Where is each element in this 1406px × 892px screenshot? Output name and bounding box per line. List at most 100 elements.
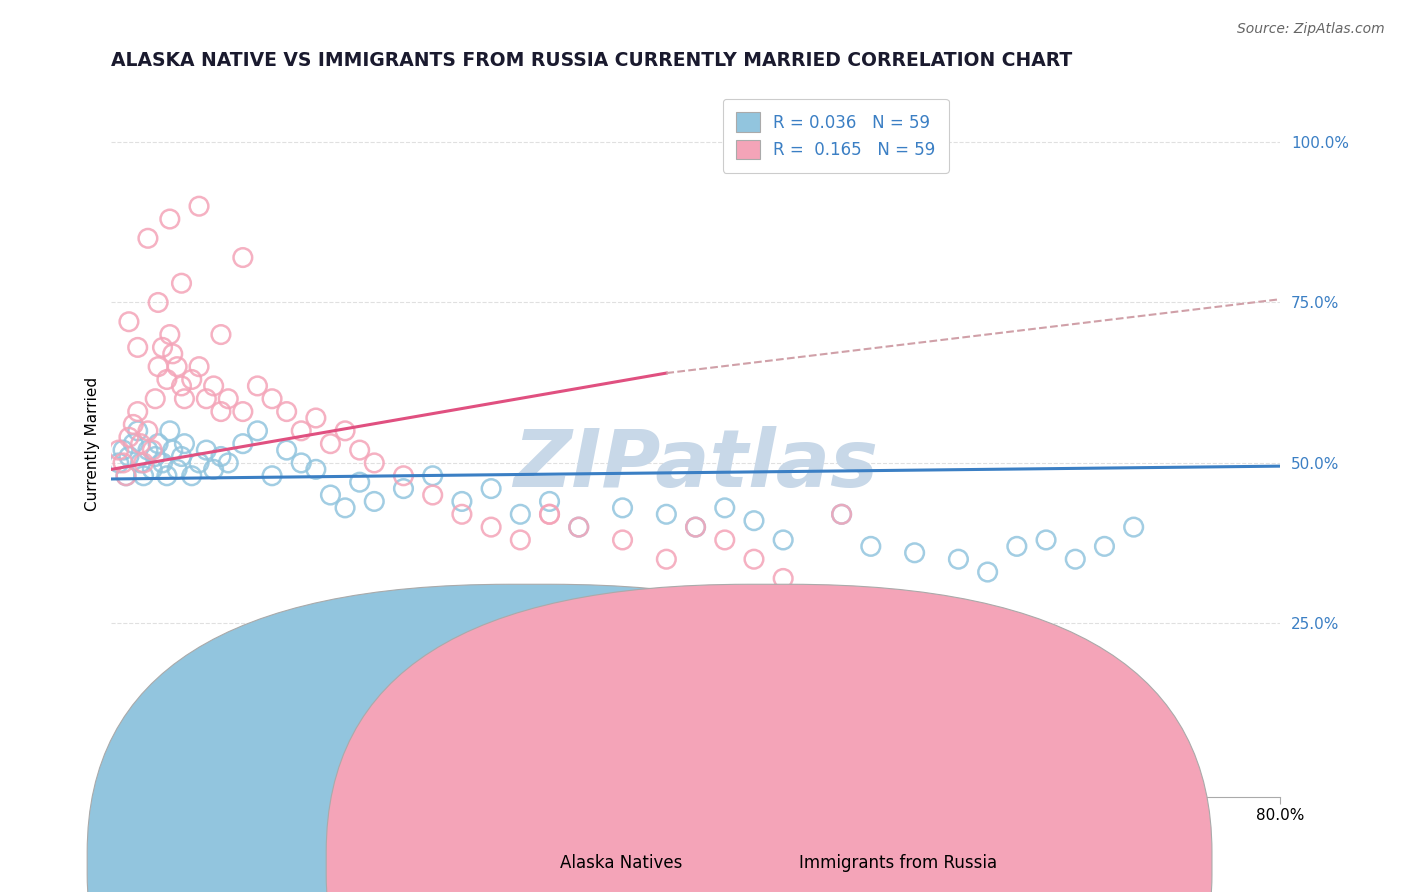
Point	[276, 404, 298, 418]
Point	[349, 475, 371, 490]
Point	[209, 327, 232, 342]
Point	[904, 546, 927, 560]
Point	[363, 494, 385, 508]
Point	[612, 533, 634, 547]
Point	[209, 450, 232, 464]
Point	[246, 379, 269, 393]
Point	[713, 500, 735, 515]
Point	[166, 462, 188, 476]
Point	[246, 424, 269, 438]
Point	[136, 231, 159, 245]
Point	[166, 359, 188, 374]
Point	[156, 372, 179, 386]
Point	[129, 456, 152, 470]
Point	[305, 411, 328, 425]
Point	[305, 462, 328, 476]
Point	[132, 468, 155, 483]
Point	[127, 424, 149, 438]
Point	[1094, 540, 1116, 554]
Point	[319, 436, 342, 450]
Point	[156, 468, 179, 483]
Point	[118, 450, 141, 464]
Point	[173, 392, 195, 406]
Point	[568, 520, 591, 534]
Point	[260, 392, 283, 406]
Point	[1122, 520, 1144, 534]
Point	[232, 404, 254, 418]
Point	[232, 436, 254, 450]
Point	[143, 392, 166, 406]
Point	[333, 424, 356, 438]
Point	[115, 468, 138, 483]
Point	[685, 520, 707, 534]
Point	[232, 251, 254, 265]
Point	[159, 424, 181, 438]
Point	[333, 500, 356, 515]
Point	[180, 468, 202, 483]
Point	[170, 450, 193, 464]
Point	[772, 533, 794, 547]
Point	[217, 456, 239, 470]
Point	[129, 436, 152, 450]
Point	[188, 199, 211, 213]
Point	[152, 456, 174, 470]
Point	[112, 443, 135, 458]
Point	[195, 443, 218, 458]
Point	[538, 508, 561, 522]
Point	[162, 443, 184, 458]
Point	[188, 456, 211, 470]
Point	[159, 212, 181, 227]
Point	[742, 514, 765, 528]
Point	[612, 500, 634, 515]
Point	[1005, 540, 1028, 554]
Point	[107, 456, 129, 470]
Point	[209, 404, 232, 418]
Text: Source: ZipAtlas.com: Source: ZipAtlas.com	[1237, 22, 1385, 37]
Point	[136, 424, 159, 438]
Point	[127, 340, 149, 354]
Point	[290, 456, 312, 470]
Legend: R = 0.036   N = 59, R =  0.165   N = 59: R = 0.036 N = 59, R = 0.165 N = 59	[723, 99, 949, 172]
Point	[146, 359, 169, 374]
Point	[685, 520, 707, 534]
Point	[363, 456, 385, 470]
Text: ZIPatlas: ZIPatlas	[513, 425, 879, 504]
Point	[568, 520, 591, 534]
Point	[509, 533, 531, 547]
Point	[655, 508, 678, 522]
Point	[422, 468, 444, 483]
Point	[118, 430, 141, 444]
Point	[195, 392, 218, 406]
Point	[713, 533, 735, 547]
Point	[290, 424, 312, 438]
Y-axis label: Currently Married: Currently Married	[86, 376, 100, 511]
Point	[831, 508, 853, 522]
Point	[976, 565, 998, 579]
Point	[422, 488, 444, 502]
Point	[479, 520, 502, 534]
Point	[479, 482, 502, 496]
Point	[180, 372, 202, 386]
Point	[146, 436, 169, 450]
Point	[1064, 552, 1087, 566]
Point	[655, 552, 678, 566]
Point	[162, 347, 184, 361]
Point	[392, 482, 415, 496]
Point	[451, 508, 474, 522]
Point	[118, 315, 141, 329]
Point	[349, 443, 371, 458]
Point	[772, 571, 794, 585]
Point	[188, 359, 211, 374]
Point	[276, 443, 298, 458]
Point	[173, 436, 195, 450]
Point	[112, 456, 135, 470]
Point	[122, 417, 145, 432]
Point	[170, 379, 193, 393]
Point	[217, 392, 239, 406]
Point	[122, 436, 145, 450]
Point	[136, 443, 159, 458]
Point	[509, 508, 531, 522]
Point	[152, 340, 174, 354]
Point	[132, 456, 155, 470]
Point	[202, 379, 225, 393]
